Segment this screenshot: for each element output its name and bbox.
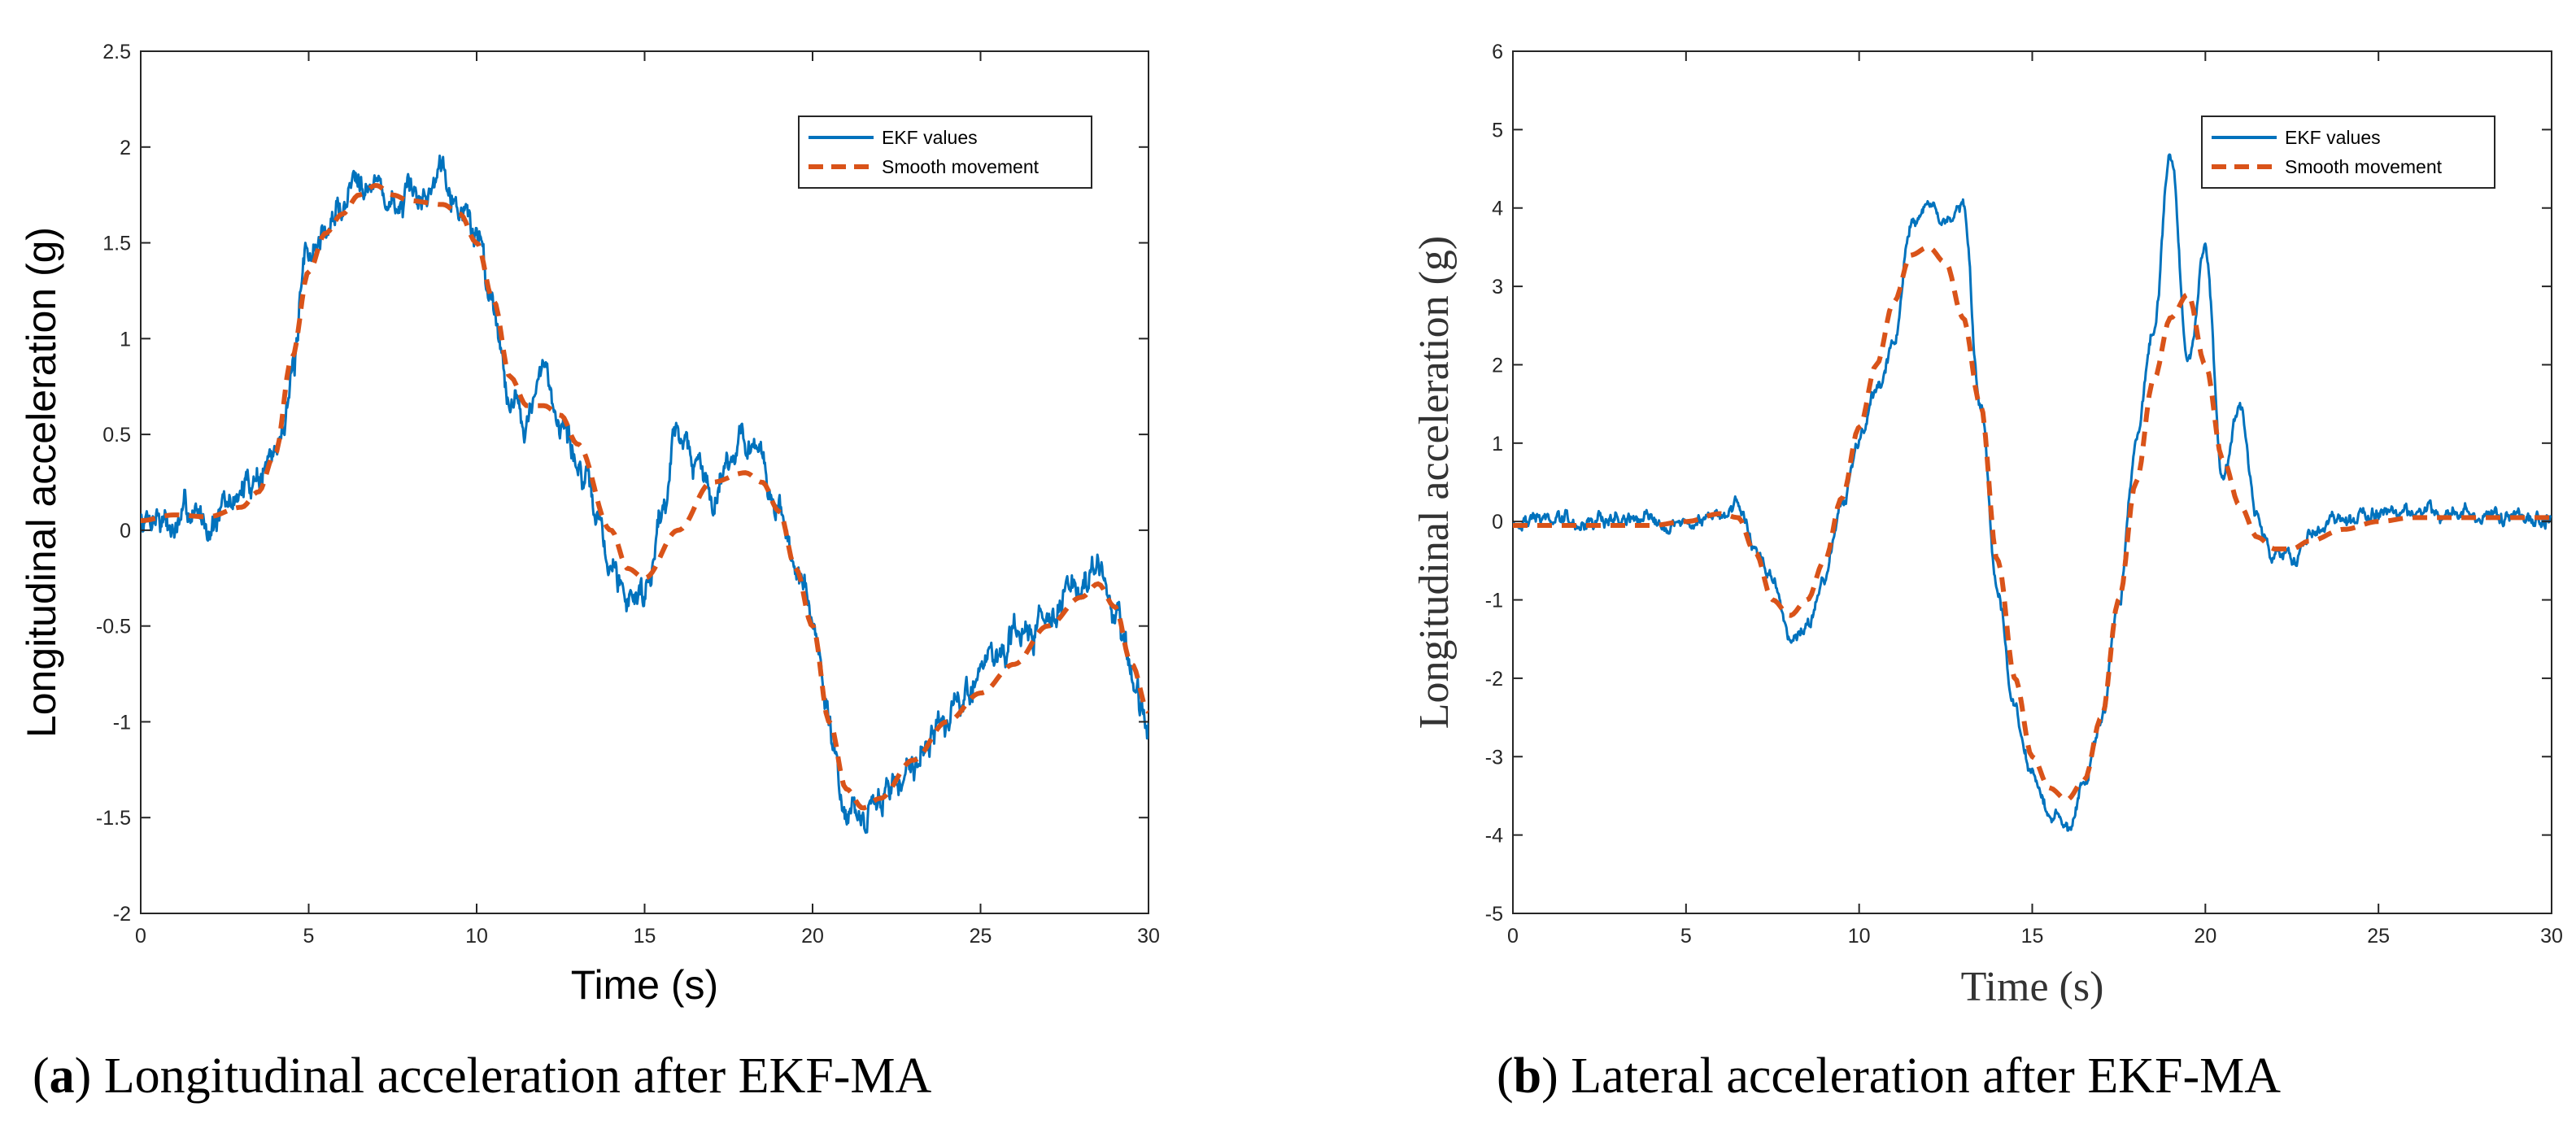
- series-line-smooth-b: [1513, 244, 2552, 803]
- y-tick-label: -2: [1485, 668, 1503, 691]
- ticks-a: 0 5 10 15 20 25 30 -2 -1.5 -1 -0.5 0 0.5 1 1.5 2 2.5: [96, 41, 1160, 948]
- series-group-a: [141, 155, 1149, 834]
- x-tick-label: 20: [2194, 925, 2216, 948]
- y-tick-label: 0: [120, 520, 131, 543]
- axes-box-a: [140, 50, 1149, 914]
- caption-tag-b: b: [1514, 1048, 1541, 1104]
- plot-area-b: [1512, 50, 2552, 914]
- y-tick-label: 5: [1492, 119, 1503, 142]
- x-tick-label: 25: [2367, 925, 2390, 948]
- legend-label-smooth-a: Smooth movement: [882, 156, 1040, 177]
- caption-text-b: Lateral acceleration after EKF-MA: [1571, 1048, 2281, 1104]
- y-tick-label: 0: [1492, 511, 1503, 534]
- y-tick-label: 2.5: [102, 41, 131, 63]
- x-tick-label: 25: [970, 925, 992, 948]
- x-tick-label: 0: [1507, 925, 1519, 948]
- y-tick-label: 2: [1492, 354, 1503, 377]
- y-tick-label: 0.5: [102, 424, 131, 447]
- y-tick-label: 1: [120, 328, 131, 351]
- x-tick-label: 10: [465, 925, 488, 948]
- legend-box-b: [2201, 115, 2495, 189]
- y-tick-label: 1.5: [102, 233, 131, 255]
- caption-text-a: Longitudinal acceleration after EKF-MA: [104, 1048, 932, 1104]
- y-axis-label-a: Longitudinal acceleration (g): [19, 227, 64, 738]
- x-axis-label-b: Time (s): [1961, 964, 2104, 1010]
- y-tick-label: -2: [113, 903, 131, 926]
- caption-tag-a: a: [50, 1048, 75, 1104]
- x-tick-label: 30: [2540, 925, 2563, 948]
- y-tick-label: 6: [1492, 41, 1503, 63]
- caption-a: (a) Longitudinal acceleration after EKF-…: [33, 1048, 931, 1104]
- y-tick-label: 2: [120, 137, 131, 159]
- ticks-b: 0 5 10 15 20 25 30 -5 -4 -3 -2 -1 0 1 2 3 4 5 6: [1485, 41, 2563, 948]
- x-tick-label: 0: [135, 925, 146, 948]
- x-tick-label: 15: [2021, 925, 2044, 948]
- plot-area-a: [140, 50, 1149, 914]
- y-axis-label-b: Longitudinal acceleration (g): [1411, 236, 1458, 729]
- x-tick-label: 20: [801, 925, 824, 948]
- legend-box-a: [798, 115, 1092, 189]
- y-tick-label: -3: [1485, 746, 1503, 769]
- series-line-smooth-a: [141, 182, 1149, 811]
- legend-a: EKF values Smooth movement: [798, 115, 1092, 189]
- y-tick-label: -1: [113, 711, 131, 734]
- chart-panel-b: 0 5 10 15 20 25 30 -5 -4 -3 -2 -1 0 1 2 3 4 5 6 Time (s) L…: [1411, 41, 2563, 1104]
- y-tick-label: 4: [1492, 198, 1503, 220]
- y-tick-label: -1: [1485, 590, 1503, 612]
- legend-b: EKF values Smooth movement: [2201, 115, 2495, 189]
- legend-label-ekf-a: EKF values: [882, 127, 978, 148]
- y-tick-label: 3: [1492, 276, 1503, 299]
- caption-b: (b) Lateral acceleration after EKF-MA: [1497, 1048, 2281, 1104]
- y-tick-label: -5: [1485, 903, 1503, 926]
- legend-label-smooth-b: Smooth movement: [2285, 156, 2443, 177]
- legend-label-ekf-b: EKF values: [2285, 127, 2381, 148]
- chart-panel-a: 0 5 10 15 20 25 30 -2 -1.5 -1 -0.5 0 0.5 1 1.5 2 2.5 Tim…: [19, 41, 1160, 1104]
- y-tick-label: -1.5: [96, 807, 131, 830]
- x-tick-label: 30: [1137, 925, 1160, 948]
- y-tick-label: -4: [1485, 825, 1503, 848]
- x-tick-label: 5: [303, 925, 315, 948]
- series-group-b: [1513, 153, 2552, 832]
- x-axis-label-a: Time (s): [571, 962, 718, 1008]
- x-tick-label: 15: [634, 925, 656, 948]
- y-tick-label: 1: [1492, 433, 1503, 455]
- y-tick-label: -0.5: [96, 616, 131, 638]
- x-tick-label: 5: [1680, 925, 1692, 948]
- series-line-ekf-a: [141, 155, 1149, 834]
- x-tick-label: 10: [1848, 925, 1871, 948]
